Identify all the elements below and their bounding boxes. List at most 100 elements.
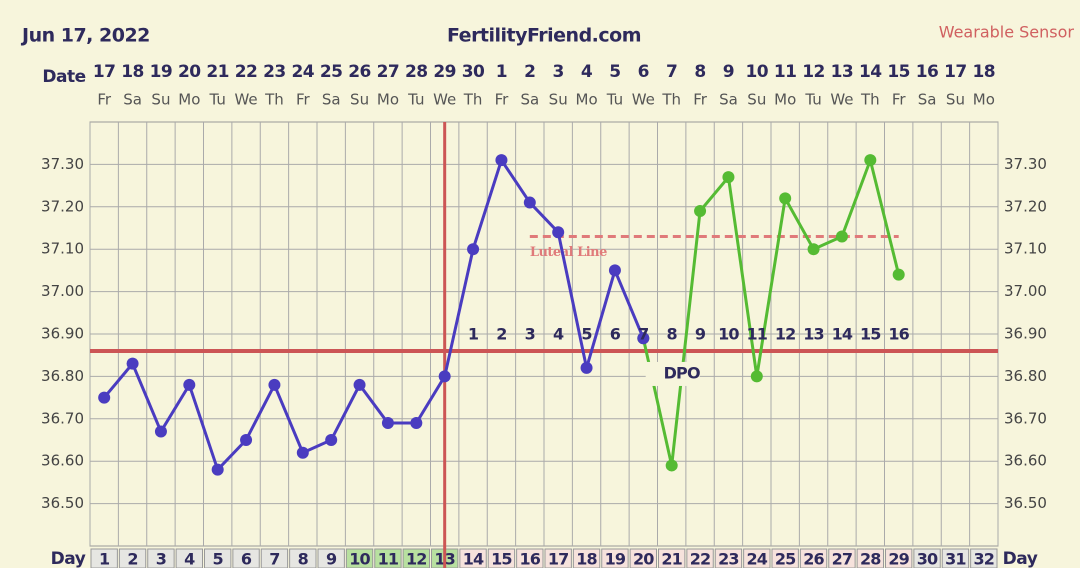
x-tick-label: 22 [690,550,711,568]
luteal-label: Luteal Line [530,245,607,260]
date-label: 14 [859,62,882,82]
weekday-label: Fr [97,91,112,109]
day-cell [402,548,430,568]
day-cell [317,548,345,568]
date-label: 28 [405,62,428,82]
weekday-label: Mo [774,91,796,109]
date-label: 24 [291,62,314,82]
x-tick-label: 14 [463,550,484,568]
weekday-label: Fr [892,91,907,109]
dpo-label: 16 [888,324,909,343]
weekday-label: Fr [296,91,311,109]
date-label: 29 [433,62,456,82]
y2-tick-label: 36.70 [1004,409,1047,427]
day-cell [232,548,260,568]
temp-point [807,243,820,256]
day-cell [629,548,657,568]
temp-point [438,370,451,383]
weekday-label: Tu [606,91,623,109]
y2-tick-label: 37.30 [1004,155,1047,173]
date-label: 1 [496,62,507,82]
date-label: 22 [235,62,258,82]
temp-point [268,378,281,391]
date-label: 10 [745,62,768,82]
day-cell [799,548,828,568]
temp-point [381,417,394,430]
y-tick-label: 36.50 [41,494,84,512]
weekday-label: Sa [719,91,738,109]
dpo-label: 10 [718,324,739,343]
x-tick-label: 24 [746,550,767,568]
weekday-label: Tu [208,91,225,109]
dpo-label: 2 [496,324,506,343]
weekday-label: Mo [377,91,399,109]
day-cell [686,548,714,568]
x-tick-label: 10 [349,550,370,568]
day-cell [175,548,203,568]
day-cell [970,548,998,568]
date-label: 25 [320,62,343,82]
day-cell [260,548,289,568]
date-label: 4 [581,62,593,82]
y-tick-label: 37.30 [41,155,84,173]
temp-point [296,446,309,459]
day-cell [828,548,856,568]
dpo-label: 5 [581,324,592,343]
weekday-label: Sa [520,91,539,109]
date-label: 17 [944,62,967,82]
y-tick-label: 37.10 [41,240,84,258]
chart-title: FertilityFriend.com [447,25,641,47]
x-tick-label: 27 [832,550,853,568]
dpo-label: 11 [746,324,767,343]
dpo-label: 3 [525,324,535,343]
day-cell [90,548,118,568]
temp-line [641,155,901,466]
x-tick-label: 7 [269,550,279,568]
x-tick-label: 8 [298,550,309,568]
day-cell [913,548,941,568]
date-label: 13 [831,62,854,82]
date-label: 5 [609,62,620,82]
y2-tick-label: 37.10 [1004,240,1047,258]
weekday-label: Su [151,91,170,109]
day-cell [771,548,799,568]
temp-point [126,357,139,370]
day-cell [487,548,516,568]
weekday-label: Th [463,91,483,109]
weekday-label: Tu [407,91,424,109]
temp-point [211,463,224,476]
temp-line [103,156,645,473]
temp-point [240,434,253,446]
x-tick-label: 2 [127,550,137,568]
y-tick-label: 36.80 [41,367,84,385]
chart-date: Jun 17, 2022 [20,25,150,47]
x-tick-label: 23 [718,550,739,568]
dpo-label: 4 [553,324,564,343]
dpo-label: 7 [638,324,648,343]
date-label: 23 [263,62,286,82]
x-tick-label: 5 [213,550,224,568]
day-cell [459,548,487,568]
temp-point [353,378,366,391]
x-tick-label: 1 [99,550,110,568]
weekday-label: Mo [973,91,995,109]
dpo-label: 15 [860,324,881,343]
temp-point [183,378,196,391]
x-tick-label: 6 [241,550,252,568]
date-label: 21 [206,62,229,82]
dpo-label: 8 [667,324,678,343]
x-tick-label: 12 [406,550,427,568]
dpo-label: 14 [832,324,853,343]
date-label: 12 [802,62,825,82]
weekday-label: Su [350,91,369,109]
date-label: 15 [887,62,910,82]
temp-point [467,243,480,256]
temp-point [154,425,167,438]
date-label: 18 [972,62,995,82]
temp-point [98,391,111,404]
temp-point [750,370,763,383]
day-cell [856,548,884,568]
y-tick-label: 36.90 [41,325,84,343]
temp-point [608,264,621,277]
